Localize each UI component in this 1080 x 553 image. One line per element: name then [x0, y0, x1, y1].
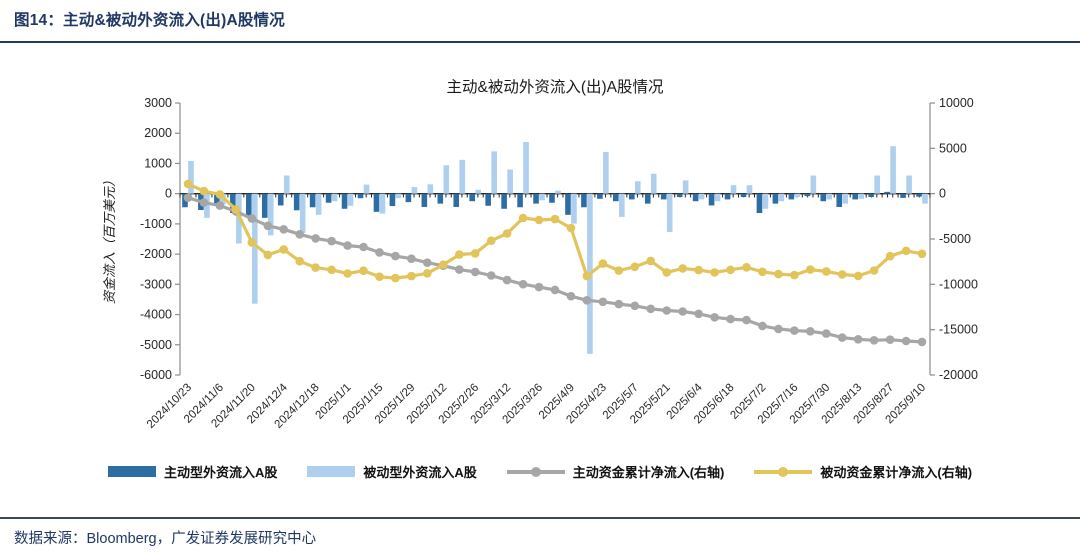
svg-text:主动&被动外资流入(出)A股情况: 主动&被动外资流入(出)A股情况 — [446, 78, 663, 96]
legend-item-active-bar: 主动型外资流入A股 — [107, 462, 278, 481]
legend-label-passive-bar: 被动型外资流入A股 — [363, 465, 477, 480]
svg-text:-6000: -6000 — [140, 368, 172, 382]
svg-text:-5000: -5000 — [140, 338, 172, 352]
svg-text:-2000: -2000 — [140, 247, 172, 261]
svg-text:资金流入（百万美元）: 资金流入（百万美元） — [102, 174, 118, 304]
svg-text:0: 0 — [939, 187, 946, 201]
chart-legend: 主动型外资流入A股 被动型外资流入A股 主动资金累计净流入(右轴) 被动资金累计… — [0, 462, 1080, 481]
data-source-note: 数据来源：Bloomberg，广发证券发展研究中心 — [14, 531, 317, 547]
legend-label-passive-cum-line: 被动资金累计净流入(右轴) — [820, 465, 973, 480]
svg-text:2000: 2000 — [144, 126, 172, 140]
footer-divider — [0, 517, 1080, 519]
legend-label-active-cum-line: 主动资金累计净流入(右轴) — [572, 465, 725, 480]
legend-item-passive-bar: 被动型外资流入A股 — [307, 462, 477, 481]
legend-swatch-active-line — [506, 466, 565, 477]
legend-item-passive-cum-line: 被动资金累计净流入(右轴) — [754, 462, 972, 481]
legend-swatch-active-bar — [107, 466, 156, 477]
svg-text:5000: 5000 — [939, 141, 967, 155]
svg-text:-5000: -5000 — [939, 232, 971, 246]
svg-text:-10000: -10000 — [939, 277, 978, 291]
svg-text:-1000: -1000 — [140, 217, 172, 231]
figure-header-title: 图14：主动&被动外资流入(出)A股情况 — [14, 12, 285, 29]
svg-text:-15000: -15000 — [939, 323, 978, 337]
legend-swatch-passive-bar — [307, 466, 356, 477]
header-divider — [0, 41, 1080, 43]
legend-swatch-passive-line — [754, 466, 813, 477]
svg-text:10000: 10000 — [939, 96, 974, 110]
svg-text:-20000: -20000 — [939, 368, 978, 382]
svg-text:3000: 3000 — [144, 96, 172, 110]
legend-item-active-cum-line: 主动资金累计净流入(右轴) — [506, 462, 725, 481]
svg-text:-4000: -4000 — [140, 308, 172, 322]
combo-chart-canvas: 主动&被动外资流入(出)A股情况资金流入（百万美元）3000200010000-… — [102, 78, 978, 431]
svg-text:2024/10/23: 2024/10/23 — [145, 382, 194, 431]
legend-label-active-bar: 主动型外资流入A股 — [163, 465, 278, 480]
svg-text:-3000: -3000 — [140, 277, 172, 291]
svg-text:0: 0 — [165, 187, 172, 201]
svg-text:1000: 1000 — [144, 156, 172, 170]
